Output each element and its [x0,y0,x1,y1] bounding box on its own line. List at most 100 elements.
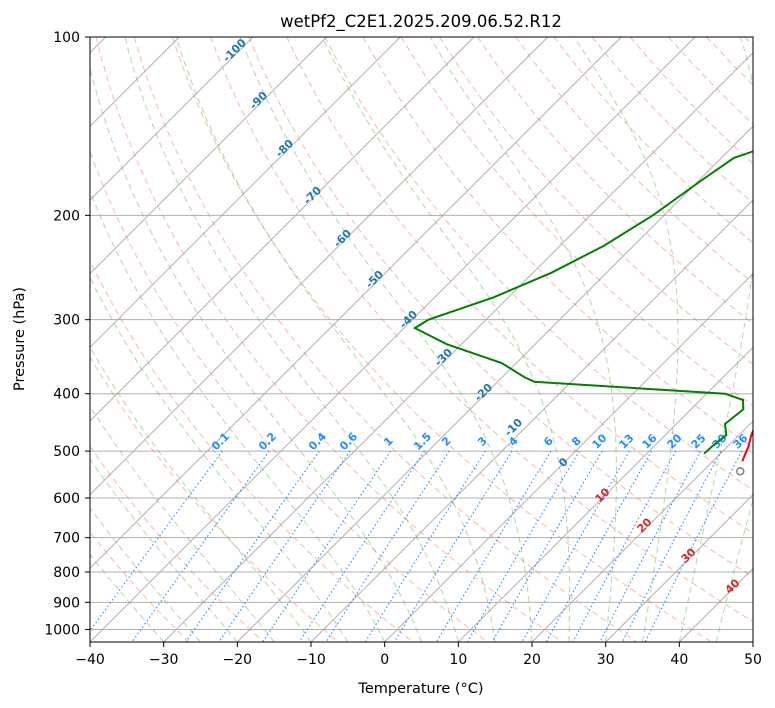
plot-area: -100-90-80-70-60-50-40-30-20-1000.1 0.2 0.… [90,37,753,642]
mixing-ratio-line [599,450,701,642]
mixing-ratio-line [621,450,722,642]
isotherm-line [90,37,475,422]
isotherm-line [531,420,753,642]
moist-adiabat-line [90,507,201,642]
contour-labels: -100-90-80-70-60-50-40-30-20-1000.1 0.2 0.… [209,37,751,597]
isotherm-line [90,37,254,201]
dry-adiabat-line [90,259,414,642]
mixing-ratio-label: 1.5 [411,430,434,453]
mixing-ratio-line [131,450,270,642]
moist-adiabat-line [90,458,238,642]
y-axis-ticks: 100 200 300 400 500 600 700 800 900 1000 [44,30,90,638]
dry-adiabat-label: -90 [247,89,270,112]
dry-adiabat-label: -80 [273,137,296,160]
moist-adiabat-label: 20 [635,515,655,535]
dry-adiabat-line [171,37,712,642]
dry-adiabat-line [133,37,638,642]
y-axis-title: Pressure (hPa) [12,287,28,391]
x-tick-label: −40 [75,652,105,668]
mixing-ratio-line [467,450,580,642]
dry-adiabat-label: -30 [432,346,455,369]
dry-adiabat-line [553,37,753,244]
moist-adiabat-line [90,276,349,642]
mixing-ratio-label: 25 [689,432,709,452]
mixing-ratio-line [262,450,392,642]
mixing-ratio-line [572,450,677,642]
y-tick-label: 500 [53,444,80,460]
mixing-ratio-label: 0.4 [306,430,329,453]
isotherm-line [237,125,753,642]
moist-adiabat-label: 40 [723,576,743,596]
dry-adiabat-line [90,531,190,642]
moist-adiabat-line [90,346,312,642]
y-tick-label: 400 [53,387,80,403]
chart-title: wetPf2_C2E1.2025.209.06.52.R12 [280,12,562,32]
dry-adiabat-line [324,37,753,491]
isotherm-line [90,37,401,348]
temperature-profile-line [741,428,753,462]
x-tick-label: −10 [296,652,326,668]
mixing-ratio-line [298,450,425,642]
mixing-ratio-label: 1 [381,434,396,449]
mixing-ratio-label: 3 [475,434,490,449]
moist-adiabat-line [715,497,753,642]
dry-adiabat-line [706,37,753,86]
isotherm-line [384,273,753,642]
mixing-ratio-line [545,450,653,642]
moist-adiabat-line [124,37,459,642]
moist-adiabats [90,37,753,642]
moist-adiabat-line [678,37,753,642]
y-tick-label: 900 [53,595,80,611]
mixing-ratio-label: 8 [569,434,584,449]
moist-adiabat-line [573,37,679,642]
x-tick-label: 50 [744,652,762,668]
moist-adiabat-line [429,37,617,642]
y-tick-label: 300 [53,313,80,329]
dewpoint-profile-line [412,150,753,455]
dry-adiabat-label: -20 [472,381,495,404]
dry-adiabat-line [210,37,753,623]
dry-adiabat-label: -50 [363,268,386,291]
dry-adiabat-line [286,37,753,534]
x-tick-label: 20 [523,652,541,668]
isotherm-line [605,494,753,642]
dry-adiabat-line [90,445,264,642]
x-tick-label: 0 [380,652,389,668]
dry-adiabat-line [248,37,753,578]
moist-adiabat-label: 30 [679,545,699,565]
dry-adiabat-label: -70 [301,184,324,207]
surface-parcel-marker [736,466,745,476]
isotherm-grid [90,37,753,642]
x-tick-label: 10 [449,652,467,668]
dry-adiabat-line [438,37,753,366]
x-axis-title: Temperature (°C) [357,681,483,697]
moist-adiabat-line [90,553,165,642]
isotherm-line [90,37,548,496]
isotherm-line [90,37,622,569]
mixing-ratio-line [644,450,743,642]
moist-adiabat-line [239,37,533,642]
mixing-ratio-line [521,450,630,642]
dry-adiabat-line [95,37,563,642]
mixing-ratio-line [325,450,450,642]
isotherm-line [90,37,696,642]
x-tick-label: −20 [223,652,253,668]
isotherm-line [90,37,327,275]
moist-adiabat-line [175,37,496,642]
x-tick-label: 30 [597,652,615,668]
plot-frame [89,36,754,643]
dry-adiabat-label: -60 [331,227,354,250]
x-axis-ticks: −40 −30 −20 −10 0 10 20 30 40 50 [75,642,762,668]
dry-adiabats [90,37,753,642]
mixing-ratio-line [218,450,351,642]
mixing-ratio-line [491,450,603,642]
x-tick-label: −30 [149,652,179,668]
y-tick-label: 200 [53,208,80,224]
mixing-ratio-label: 16 [640,431,660,451]
moist-adiabat-line [90,189,386,642]
y-tick-label: 100 [53,30,80,46]
dry-adiabat-line [744,37,753,47]
mixing-ratio-line [185,450,320,642]
dry-adiabat-line [90,356,339,642]
